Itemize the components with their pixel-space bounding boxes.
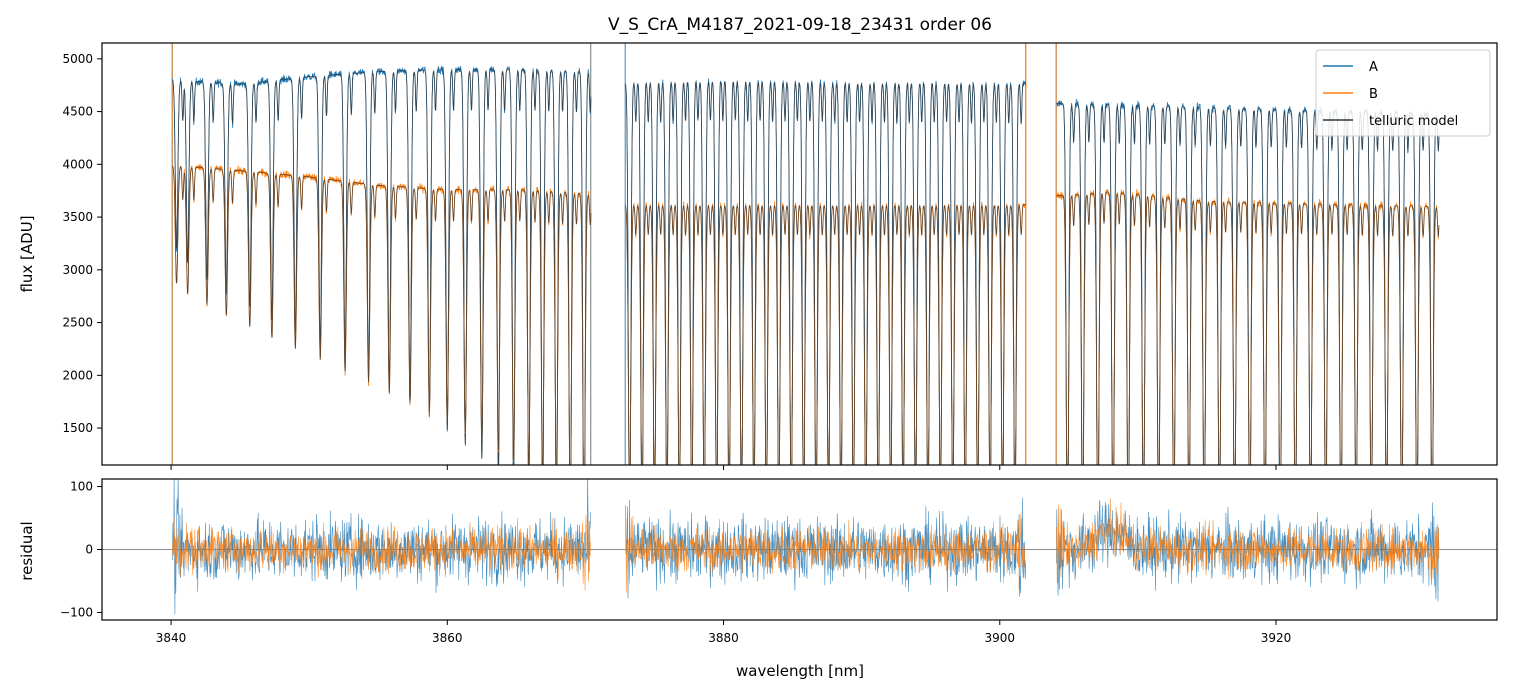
flux-y-tick-label: 4500	[62, 105, 93, 119]
x-tick-label: 3920	[1261, 631, 1292, 645]
telluric-model-line	[172, 165, 1440, 465]
flux-y-tick-label: 3500	[62, 210, 93, 224]
residual-y-tick-label: 100	[70, 480, 93, 494]
x-tick-label: 3860	[432, 631, 463, 645]
x-tick-label: 3880	[708, 631, 739, 645]
chart-title: V_S_CrA_M4187_2021-09-18_23431 order 06	[608, 15, 992, 35]
flux-plot-area	[171, 43, 1440, 465]
flux-y-ticks: 1500 2000 2500 3000 3500 4000 4500 5000	[62, 52, 102, 435]
flux-x-ticks	[170, 465, 1277, 470]
legend-label-telluric-model: telluric model	[1369, 114, 1458, 129]
residual-y-ticks: −100 0 100	[60, 480, 102, 619]
residual-series-b-line	[172, 498, 1440, 593]
legend-box	[1315, 49, 1491, 137]
flux-y-axis-label: flux [ADU]	[18, 215, 36, 292]
x-tick-label: 3900	[984, 631, 1015, 645]
residual-y-tick-label: −100	[60, 605, 93, 619]
residual-panel: −100 0 100 3840 3860 3880 3900 3920 residual w…	[18, 478, 1498, 680]
flux-y-tick-label: 4000	[62, 157, 93, 171]
flux-y-tick-label: 2000	[62, 368, 93, 382]
flux-y-tick-label: 1500	[62, 421, 93, 435]
legend: A B telluric model	[1315, 49, 1491, 137]
residual-plot-area	[102, 479, 1497, 615]
x-tick-label: 3840	[156, 631, 187, 645]
legend-label-a: A	[1369, 60, 1378, 75]
residual-y-axis-label: residual	[18, 521, 36, 580]
x-axis-label: wavelength [nm]	[736, 662, 864, 680]
flux-y-tick-label: 2500	[62, 316, 93, 330]
flux-panel: 1500 2000 2500 3000 3500 4000 4500 5000 flux [A…	[18, 42, 1498, 470]
residual-x-ticks: 3840 3860 3880 3900 3920	[156, 620, 1291, 645]
flux-y-tick-label: 3000	[62, 263, 93, 277]
flux-panel-frame	[101, 42, 1498, 466]
legend-label-b: B	[1369, 87, 1378, 102]
residual-y-tick-label: 0	[85, 543, 93, 557]
flux-y-tick-label: 5000	[62, 52, 93, 66]
